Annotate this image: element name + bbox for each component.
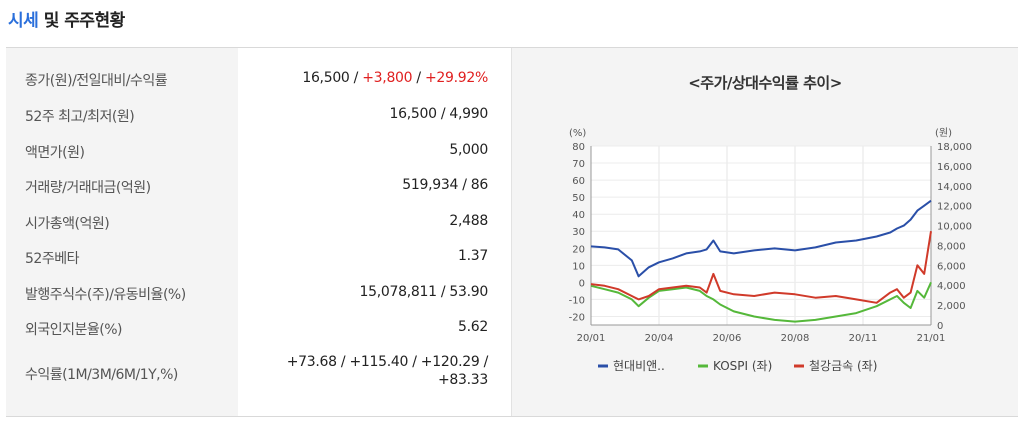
returns-value-line2: +83.33 [437,372,488,388]
close-price: 16,500 [302,70,350,86]
y-left-tick-label: -20 [569,312,585,323]
separator: / [412,70,425,86]
stats-label: 발행주식수(주)/유동비율(%) [25,287,186,303]
price-return-chart: 20/01 20/04 20/06 20/08 20/11 21/01 80 70 60 50 40… [569,127,972,373]
y-left-tick-label: 60 [572,176,585,187]
x-tick-label: 20/04 [645,333,674,344]
y-right-tick-label: 12,000 [937,202,972,213]
y-right-tick-label: 0 [937,321,943,332]
y-left-tick-label: -10 [569,295,585,306]
stats-value: 519,934 / 86 [402,177,488,193]
y-right-tick-label: 2,000 [937,301,966,312]
title-rest: 및 주주현황 [38,11,126,31]
stats-label: 종가(원)/전일대비/수익률 [25,73,168,89]
x-tick-label: 20/06 [713,333,742,344]
y-right-tick-label: 18,000 [937,142,972,153]
chart-title: <주가/상대수익률 추이> [688,74,842,92]
title-accent: 시세 [8,11,39,31]
stats-label: 외국인지분율(%) [25,322,123,338]
x-tick-label: 20/11 [849,333,878,344]
stats-value: 1.37 [458,248,488,264]
y-left-tick-label: 40 [572,210,585,221]
y-left-tick-label: 20 [572,244,585,255]
stats-label: 52주베타 [25,251,79,267]
x-tick-label: 20/01 [577,333,606,344]
y-right-tick-label: 6,000 [937,261,966,272]
y-left-tick-label: 50 [572,193,585,204]
y-left-tick-label: 30 [572,227,585,238]
series-line-0 [590,199,932,278]
series-line-1 [590,281,932,323]
y-right-tick-label: 8,000 [937,241,966,252]
y-right-unit: (원) [935,127,952,139]
stock-info-panel: 종가(원)/전일대비/수익률 16,500 / +3,800 / +29.92%… [6,47,1018,417]
y-left-tick-label: 80 [572,142,585,153]
legend-label: KOSPI (좌) [713,359,772,373]
series-line-2 [590,231,932,304]
stats-value: 5,000 [449,142,488,158]
stats-value: 15,078,811 / 53.90 [359,284,489,300]
change-amount: +3,800 [362,70,413,86]
label-column [6,48,238,416]
stats-label: 52주 최고/최저(원) [25,109,135,125]
y-right-tick-label: 14,000 [937,182,972,193]
separator: / [349,70,363,86]
change-rate: +29.92% [424,70,488,86]
column-divider [511,48,512,416]
section-title: 시세 및 주주현황 [8,6,125,31]
stats-value: 16,500 / 4,990 [389,106,489,122]
close-value: 16,500 / +3,800 / +29.92% [302,70,488,86]
returns-value-line1: +73.68 / +115.40 / +120.29 / [286,354,489,370]
stats-label: 수익률(1M/3M/6M/1Y,%) [25,367,178,383]
stats-value: 2,488 [449,213,488,229]
y-right-tick-label: 4,000 [937,281,966,292]
y-right-tick-label: 10,000 [937,222,972,233]
stats-label: 거래량/거래대금(억원) [25,180,151,196]
legend-label: 철강금속 (좌) [809,359,877,373]
chart-panel: <주가/상대수익률 추이> 20/01 20/04 20/06 20/08 20/11 2… [512,48,1018,416]
y-left-tick-label: 70 [572,159,585,170]
stats-table: 종가(원)/전일대비/수익률 16,500 / +3,800 / +29.92%… [6,48,511,416]
y-left-unit: (%) [569,128,586,139]
y-left-tick-label: 10 [572,261,585,272]
stats-label: 액면가(원) [25,145,85,161]
stats-value: 5.62 [458,319,488,335]
stats-label: 시가총액(억원) [25,216,110,232]
y-right-tick-label: 16,000 [937,162,972,173]
x-tick-label: 20/08 [781,333,810,344]
y-left-tick-label: 0 [579,278,585,289]
x-tick-label: 21/01 [917,333,946,344]
legend-label: 현대비앤.. [613,359,665,373]
